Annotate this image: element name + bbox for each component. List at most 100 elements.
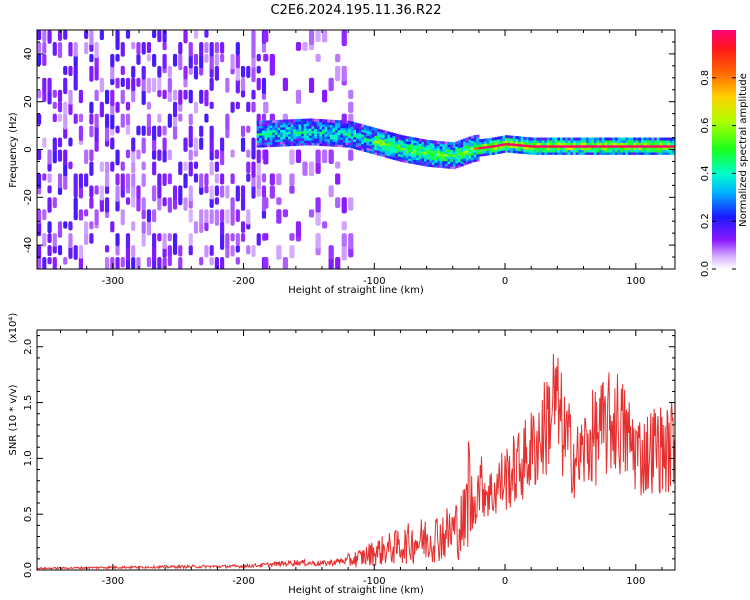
spectrogram-ridge-cell (622, 137, 626, 141)
spectrogram-ridge-cell (303, 130, 307, 134)
spectrogram-ridge-cell (369, 131, 373, 135)
spectrogram-cell (84, 233, 89, 245)
spectrogram-cell (68, 221, 73, 231)
spectrogram-ridge-cell (541, 144, 545, 148)
spectrogram-cell (188, 245, 193, 256)
spectrogram-ridge-cell (363, 125, 368, 129)
spectrogram-ridge-cell (308, 130, 313, 134)
spectrogram-ridge-cell (395, 148, 399, 152)
spectrogram-ridge-cell (350, 131, 354, 135)
spectrogram-cell (214, 53, 219, 66)
spectrogram-cell (115, 185, 120, 202)
spectrogram-ridge-cell (523, 146, 527, 150)
spectrogram-ridge-cell (397, 146, 402, 150)
spectrogram-ridge-cell (345, 127, 349, 131)
spectrogram-ridge-cell (423, 153, 428, 157)
spectrogram-cell (246, 245, 251, 255)
spectrogram-ridge-cell (494, 149, 498, 153)
spectrogram-ridge-cell (439, 153, 443, 157)
spectrogram-ridge-cell (256, 135, 260, 139)
spectrogram-cell (193, 149, 199, 157)
spectrogram-cell (199, 89, 204, 104)
spectrogram-ridge-cell (476, 153, 480, 157)
spectrogram-cell (214, 41, 219, 54)
spectrogram-cell (263, 101, 269, 114)
spectrogram-ridge-cell (358, 128, 362, 132)
spectrogram-cell (295, 41, 302, 51)
spectrogram-ridge-cell (494, 141, 498, 145)
spectrogram-ridge-cell (437, 162, 441, 166)
spectrogram-ridge-cell (471, 147, 475, 151)
spectrogram-ridge-cell (418, 155, 422, 159)
spectrogram-ridge-cell (298, 126, 302, 130)
spectrogram-cell (152, 185, 157, 202)
spectrogram-cell (146, 77, 152, 94)
spectrogram-ridge-cell (575, 151, 579, 155)
spectrogram-ridge-cell (337, 144, 341, 148)
spectrogram-ridge-cell (452, 151, 456, 155)
spectrogram-cell (57, 101, 63, 113)
spectrogram-ridge-cell (586, 144, 590, 148)
spectrogram-ridge-cell (332, 131, 336, 135)
spectrogram-cell (289, 173, 295, 186)
spectrogram-ridge-cell (423, 146, 428, 150)
spectrogram-ridge-cell (471, 157, 475, 161)
spectrogram-cell (214, 257, 219, 269)
x-tick-label: -300 (101, 276, 124, 287)
spectrogram-cell (57, 149, 63, 162)
spectrogram-ridge-cell (403, 142, 407, 146)
spectrogram-ridge-cell (515, 148, 519, 152)
spectrogram-cell (37, 245, 42, 259)
spectrogram-ridge-cell (410, 151, 415, 155)
spectrogram-ridge-cell (423, 139, 428, 143)
spectrogram-ridge-cell (337, 139, 341, 143)
spectrogram-ridge-cell (384, 154, 388, 158)
spectrogram-cell (315, 53, 321, 62)
spectrogram-ridge-cell (285, 119, 289, 123)
spectrogram-cell (246, 161, 251, 174)
spectrogram-ridge-cell (612, 137, 616, 141)
spectrogram-ridge-cell (337, 127, 341, 131)
spectrogram-ridge-cell (442, 141, 446, 145)
spectrogram-cell (251, 185, 256, 199)
spectrogram-cell (188, 89, 193, 104)
spectrogram-ridge-cell (282, 131, 287, 135)
spectrogram-ridge-cell (505, 144, 509, 148)
spectrogram-cell (120, 65, 125, 76)
spectrogram-ridge-cell (410, 146, 415, 150)
spectrogram-cell (37, 221, 42, 237)
spectrogram-ridge-cell (518, 150, 522, 154)
spectrogram-cell (308, 77, 315, 93)
spectrogram-ridge-cell (274, 119, 279, 123)
spectrogram-ridge-cell (366, 137, 370, 141)
spectrogram-cell (37, 53, 42, 66)
spectrogram-ridge-cell (455, 153, 459, 157)
spectrogram-cell (341, 245, 347, 261)
spectrogram-ridge-cell (403, 140, 407, 144)
spectrogram-ridge-cell (301, 125, 305, 129)
spectrogram-ridge-cell (382, 132, 386, 136)
spectrogram-ridge-cell (528, 142, 532, 146)
spectrogram-ridge-cell (452, 142, 456, 146)
spectrogram-ridge-cell (505, 142, 509, 146)
spectrogram-cell (235, 77, 240, 94)
spectrogram-ridge-cell (625, 151, 629, 155)
spectrogram-cell (240, 185, 246, 199)
spectrogram-ridge-cell (625, 147, 629, 151)
spectrogram-ridge-cell (481, 153, 485, 157)
spectrogram-cell (78, 209, 84, 221)
spectrogram-ridge-cell (478, 151, 483, 155)
spectrogram-cell (240, 77, 246, 91)
spectrogram-ridge-cell (353, 141, 357, 145)
spectrogram-ridge-cell (536, 142, 540, 146)
spectrogram-ridge-cell (586, 137, 590, 141)
spectrogram-cell (47, 185, 52, 194)
spectrogram-cell (68, 65, 73, 77)
spectrogram-ridge-cell (259, 144, 263, 148)
spectrogram-ridge-cell (374, 144, 378, 148)
spectrogram-ridge-cell (578, 137, 582, 141)
spectrogram-ridge-cell (408, 146, 412, 150)
spectrogram-ridge-cell (664, 147, 668, 151)
spectrogram-ridge-cell (442, 148, 446, 152)
spectrogram-ridge-cell (348, 125, 352, 129)
